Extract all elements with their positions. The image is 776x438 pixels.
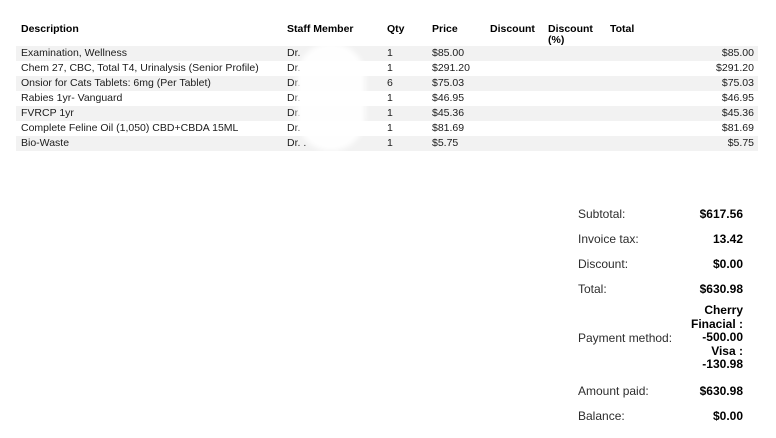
col-header-staff-member: Staff Member: [287, 23, 354, 35]
cell-qty: 6: [387, 77, 393, 89]
line-items-table: Description Staff Member Qty Price Disco…: [16, 20, 758, 151]
table-row: Bio-Waste Dr. . 1 $5.75 $5.75: [16, 136, 758, 151]
cell-discount-pct: [548, 91, 610, 106]
cell-price: $81.69: [432, 122, 465, 134]
cell-description: Complete Feline Oil (1,050) CBD+CBDA 15M…: [21, 122, 239, 134]
cell-qty: 1: [387, 122, 393, 134]
col-header-discount: Discount: [490, 23, 535, 35]
cell-discount-pct: [548, 61, 610, 76]
cell-total: $45.36: [721, 107, 754, 119]
invoice-tax-value: 13.42: [712, 232, 743, 246]
payment-method-value: Cherry Finacial : -500.00 Visa : -130.98: [690, 303, 743, 372]
payment-method-label: Payment method:: [578, 330, 673, 345]
cell-staff: Dr.: [287, 47, 301, 59]
cell-qty: 1: [387, 137, 393, 149]
cell-total: $85.00: [721, 47, 754, 59]
summary-row-payment-method: Payment method: Cherry Finacial : -500.0…: [578, 303, 743, 372]
cell-discount-pct: [548, 106, 610, 121]
table-row: Chem 27, CBC, Total T4, Urinalysis (Seni…: [16, 61, 758, 76]
col-header-discount-pct: Discount (%): [548, 23, 593, 46]
cell-qty: 1: [387, 62, 393, 74]
cell-price: $75.03: [432, 77, 465, 89]
cell-discount: [490, 121, 548, 136]
col-header-total: Total: [610, 23, 635, 35]
balance-label: Balance:: [578, 408, 625, 423]
cell-discount-pct: [548, 76, 610, 91]
cell-total: $291.20: [716, 62, 754, 74]
payment-method-line: Finacial :: [690, 316, 743, 331]
table-row: Onsior for Cats Tablets: 6mg (Per Tablet…: [16, 76, 758, 91]
cell-total: $5.75: [727, 137, 754, 149]
invoice-summary: Subtotal: $617.56 Invoice tax: 13.42 Dis…: [578, 207, 743, 434]
cell-discount: [490, 61, 548, 76]
table-row: Examination, Wellness Dr. 1 $85.00 $85.0…: [16, 46, 758, 61]
cell-discount: [490, 106, 548, 121]
cell-description: Onsior for Cats Tablets: 6mg (Per Tablet…: [21, 77, 211, 89]
cell-discount: [490, 76, 548, 91]
payment-method-line: Cherry: [704, 303, 743, 317]
table-row: Complete Feline Oil (1,050) CBD+CBDA 15M…: [16, 121, 758, 136]
cell-price: $5.75: [432, 137, 459, 149]
amount-paid-value: $630.98: [699, 383, 743, 398]
staff-name-redaction-blur: [297, 43, 365, 151]
cell-total: $81.69: [721, 122, 754, 134]
subtotal-value: $617.56: [699, 207, 743, 221]
cell-staff: Dr. .: [287, 137, 307, 149]
cell-description: FVRCP 1yr: [21, 107, 74, 119]
table-header-row: Description Staff Member Qty Price Disco…: [16, 20, 758, 46]
cell-description: Bio-Waste: [21, 137, 70, 149]
cell-price: $85.00: [432, 47, 465, 59]
cell-total: $46.95: [721, 92, 754, 104]
cell-discount: [490, 91, 548, 106]
cell-discount-pct: [548, 121, 610, 136]
total-label: Total:: [578, 282, 607, 296]
col-header-price: Price: [432, 23, 458, 35]
cell-discount: [490, 46, 548, 61]
payment-method-line: Visa :: [711, 343, 743, 358]
col-header-qty: Qty: [387, 23, 405, 35]
total-value: $630.98: [699, 282, 743, 296]
cell-discount: [490, 136, 548, 151]
cell-price: $291.20: [432, 62, 470, 74]
amount-paid-label: Amount paid:: [578, 383, 649, 398]
discount-label: Discount:: [578, 257, 629, 271]
payment-method-line: -500.00: [702, 330, 743, 344]
cell-qty: 1: [387, 47, 393, 59]
table-row: FVRCP 1yr Dr. 1 $45.36 $45.36: [16, 106, 758, 121]
subtotal-label: Subtotal:: [578, 207, 626, 221]
summary-row-amount-paid: Amount paid: $630.98: [578, 384, 743, 398]
summary-row-balance: Balance: $0.00: [578, 409, 743, 423]
cell-description: Examination, Wellness: [21, 47, 128, 59]
cell-price: $45.36: [432, 107, 465, 119]
col-header-description: Description: [21, 23, 79, 35]
cell-qty: 1: [387, 92, 393, 104]
cell-discount-pct: [548, 136, 610, 151]
table-row: Rabies 1yr- Vanguard Dr. 1 $46.95 $46.95: [16, 91, 758, 106]
discount-value: $0.00: [712, 257, 743, 271]
balance-value: $0.00: [712, 408, 743, 423]
cell-discount-pct: [548, 46, 610, 61]
summary-row-invoice-tax: Invoice tax: 13.42: [578, 232, 743, 246]
cell-description: Rabies 1yr- Vanguard: [21, 92, 123, 104]
cell-description: Chem 27, CBC, Total T4, Urinalysis (Seni…: [21, 62, 259, 74]
summary-row-subtotal: Subtotal: $617.56: [578, 207, 743, 221]
invoice-tax-label: Invoice tax:: [578, 232, 639, 246]
cell-total: $75.03: [721, 77, 754, 89]
cell-qty: 1: [387, 107, 393, 119]
summary-row-total: Total: $630.98: [578, 282, 743, 296]
summary-row-discount: Discount: $0.00: [578, 257, 743, 271]
payment-method-line: -130.98: [702, 357, 743, 371]
cell-price: $46.95: [432, 92, 465, 104]
